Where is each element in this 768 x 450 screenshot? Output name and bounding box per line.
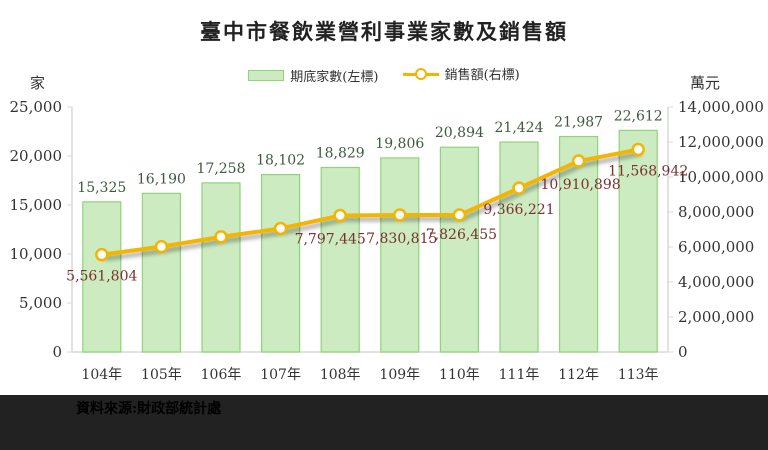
- legend-line-label: 銷售額(右標): [444, 68, 520, 83]
- bar-value-label: 16,190: [137, 171, 186, 187]
- bar: [380, 157, 420, 353]
- line-value-label: 9,366,221: [483, 202, 554, 218]
- plot-area: 0 5,000 10,000 15,000 20,000 25,000 0 2,000,000…: [10, 98, 764, 383]
- legend-item-line: 銷售額(右標): [402, 64, 520, 83]
- line-point: [273, 221, 288, 236]
- line-point: [333, 208, 347, 223]
- x-tick-label: 106年: [201, 367, 242, 383]
- legend-item-bar: 期底家數(左標): [248, 66, 378, 85]
- left-tick-label: 15,000: [10, 196, 63, 214]
- bar: [201, 182, 241, 353]
- line-point: [452, 208, 467, 222]
- bar-value-label: 17,258: [197, 161, 246, 177]
- right-tick-label: 12,000,000: [678, 133, 764, 151]
- bar-value-label: 18,102: [256, 153, 305, 169]
- bar-value-label: 18,829: [316, 145, 365, 161]
- chart-panel: 臺中市餐飲業營利事業家數及銷售額 期底家數(左標) 銷售額(右標) 家 萬元 0…: [0, 0, 768, 395]
- x-tick-label: 108年: [320, 367, 361, 383]
- bar-value-label: 15,325: [77, 180, 126, 196]
- right-axis-unit: 萬元: [690, 74, 721, 92]
- left-tick-label: 0: [52, 343, 62, 361]
- line-value-label: 11,568,942: [608, 164, 688, 180]
- line-value-label: 7,797,445: [295, 232, 366, 248]
- line-value-label: 10,910,898: [541, 177, 621, 193]
- right-tick-label: 6,000,000: [678, 238, 754, 256]
- bar: [439, 146, 479, 353]
- x-tick-label: 105年: [141, 367, 182, 383]
- line-value-label: 5,561,804: [66, 269, 137, 285]
- line-value-label: 7,830,815: [366, 231, 437, 247]
- x-tick-label: 109年: [379, 367, 420, 383]
- bar: [82, 201, 122, 353]
- sales-line: [101, 147, 639, 257]
- x-tick-label: 111年: [499, 367, 540, 383]
- bar: [499, 141, 539, 353]
- legend-bar-label: 期底家數(左標): [290, 69, 379, 85]
- line-point: [571, 154, 586, 168]
- x-tick-label: 112年: [558, 367, 599, 383]
- data-source-note: 資料來源:財政部統計處: [76, 401, 222, 417]
- bar-value-label: 19,806: [375, 136, 424, 152]
- right-tick-label: 4,000,000: [678, 273, 754, 291]
- left-tick-label: 10,000: [10, 245, 63, 263]
- line-value-label: 7,826,455: [426, 227, 497, 243]
- right-tick-label: 0: [678, 343, 688, 361]
- bar: [261, 174, 301, 353]
- left-tick-label: 25,000: [10, 98, 63, 116]
- bar: [141, 192, 181, 353]
- x-tick-label: 104年: [81, 367, 122, 383]
- line-point: [631, 142, 645, 157]
- bar-value-label: 21,424: [495, 120, 544, 136]
- x-tick-label: 107年: [260, 367, 301, 383]
- line-point: [512, 181, 526, 195]
- chart-title: 臺中市餐飲業營利事業家數及銷售額: [200, 19, 568, 44]
- line-point: [95, 247, 109, 262]
- x-tick-label: 113年: [618, 367, 659, 383]
- line-point: [214, 230, 228, 244]
- line-point: [154, 239, 169, 254]
- left-tick-label: 20,000: [10, 147, 63, 165]
- right-tick-label: 2,000,000: [678, 308, 754, 326]
- bar-value-label: 21,987: [554, 115, 603, 131]
- line-point: [393, 208, 407, 222]
- bar-value-label: 20,894: [435, 125, 484, 141]
- left-axis-unit: 家: [30, 74, 46, 92]
- bar: [618, 129, 658, 353]
- bar-swatch-icon: [248, 69, 285, 81]
- left-tick-label: 5,000: [19, 294, 62, 312]
- bar: [320, 166, 360, 353]
- legend: 期底家數(左標) 銷售額(右標): [0, 64, 768, 85]
- line-marker-icon: [402, 67, 439, 81]
- right-tick-label: 10,000,000: [678, 168, 764, 186]
- right-tick-label: 14,000,000: [678, 98, 764, 116]
- bar: [558, 135, 599, 353]
- x-tick-label: 110年: [439, 367, 480, 383]
- bar-value-label: 22,612: [614, 108, 663, 124]
- right-tick-label: 8,000,000: [678, 203, 754, 221]
